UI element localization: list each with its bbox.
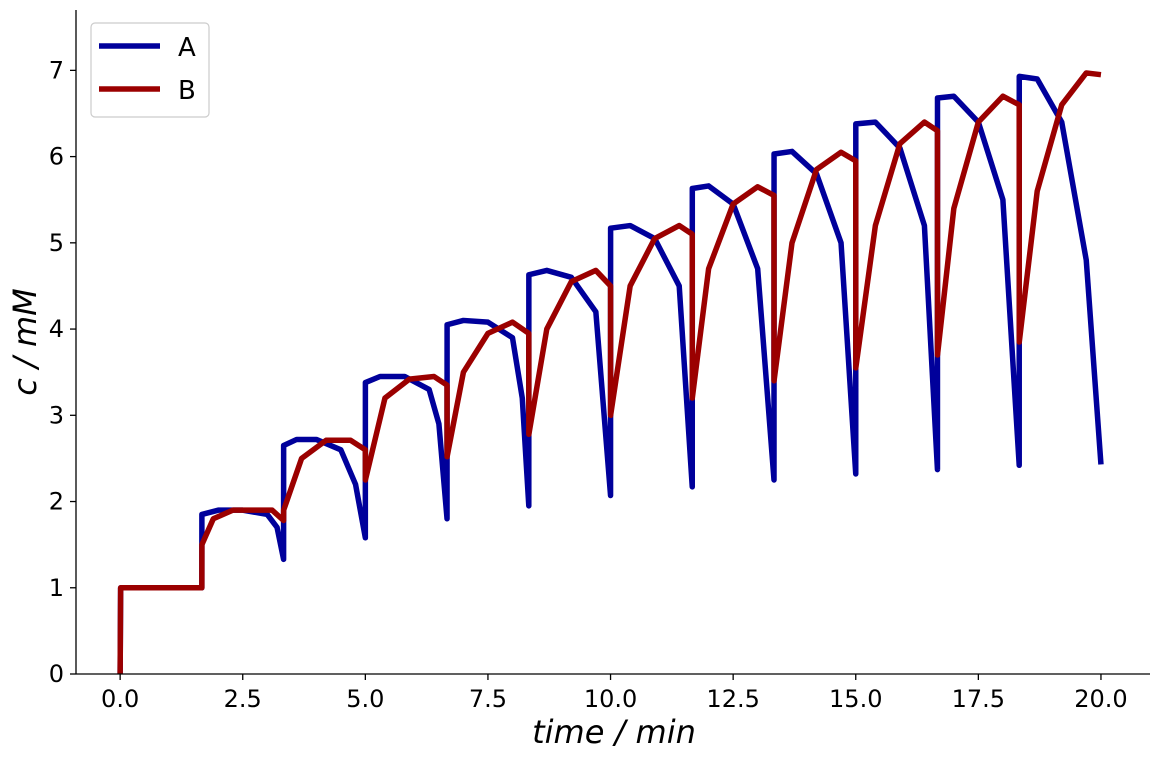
y-tick-label: 5 xyxy=(49,229,64,257)
x-tick-label: 10.0 xyxy=(584,685,637,713)
x-tick-label: 2.5 xyxy=(224,685,262,713)
y-tick-label: 0 xyxy=(49,660,64,688)
legend-label-a: A xyxy=(178,33,196,63)
legend: A B xyxy=(90,22,210,118)
y-axis-label: c / mM xyxy=(6,288,44,396)
series-line-b xyxy=(117,70,1102,675)
y-tick-label: 7 xyxy=(49,56,64,84)
y-tick-label: 1 xyxy=(49,574,64,602)
x-tick-label: 12.5 xyxy=(706,685,759,713)
legend-label-b: B xyxy=(178,76,196,106)
axes-layer xyxy=(75,10,1150,675)
series-layer xyxy=(117,70,1104,675)
y-tick-label: 6 xyxy=(49,143,64,171)
ticks-layer: 0.0 2.5 5.0 7.5 10.0 12.5 15.0 17.5 20.0 0 1 2 3 4 5 6 7 xyxy=(49,56,1128,713)
x-tick-label: 7.5 xyxy=(469,685,507,713)
y-tick-label: 3 xyxy=(49,401,64,429)
y-tick-label: 4 xyxy=(49,315,64,343)
x-tick-label: 20.0 xyxy=(1074,685,1127,713)
x-axis-label: time / min xyxy=(532,713,696,751)
x-tick-label: 5.0 xyxy=(346,685,384,713)
y-tick-label: 2 xyxy=(49,488,64,516)
x-tick-label: 17.5 xyxy=(952,685,1005,713)
x-tick-label: 0.0 xyxy=(101,685,139,713)
x-tick-label: 15.0 xyxy=(829,685,882,713)
